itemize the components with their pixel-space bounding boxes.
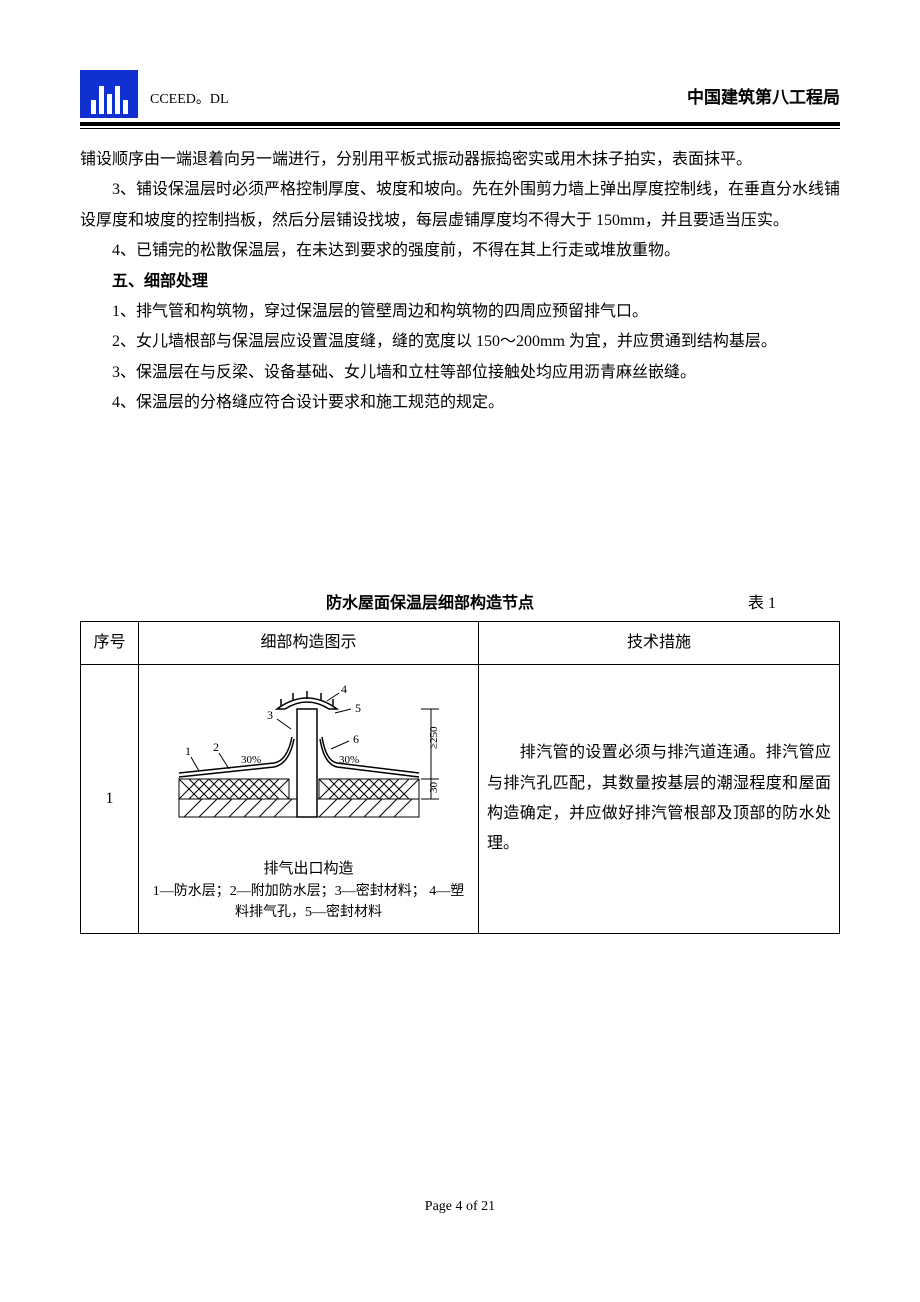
sec5-item-3: 3、保温层在与反梁、设备基础、女儿墙和立柱等部位接触处均应用沥青麻丝嵌缝。 [80, 358, 840, 388]
fig-label-2: 2 [213, 740, 219, 754]
para-3: 4、已铺完的松散保温层，在未达到要求的强度前，不得在其上行走或堆放重物。 [80, 236, 840, 266]
table-header-row: 序号 细部构造图示 技术措施 [81, 621, 840, 664]
cell-tech: 排汽管的设置必须与排汽道连通。排汽管应与排汽孔匹配，其数量按基层的潮湿程度和屋面… [479, 665, 840, 933]
fig-label-3: 3 [267, 708, 273, 722]
sec5-item-2: 2、女儿墙根部与保温层应设置温度缝，缝的宽度以 150～200mm 为宜，并应贯… [80, 327, 840, 357]
page-footer: Page 4 of 21 [80, 1194, 840, 1221]
fig-slope-right: 30% [339, 754, 359, 766]
fig-label-4: 4 [341, 682, 347, 696]
table-title-row: 防水屋面保温层细部构造节点 表 1 [80, 589, 840, 621]
detail-table: 序号 细部构造图示 技术措施 1 [80, 621, 840, 934]
table-label: 表 1 [545, 589, 836, 619]
sec5-item-1: 1、排气管和构筑物，穿过保温层的管壁周边和构筑物的四周应预留排气口。 [80, 297, 840, 327]
table-title: 防水屋面保温层细部构造节点 [315, 589, 546, 619]
page-header: CCEED。DL 中国建筑第八工程局 [80, 70, 840, 118]
th-fig: 细部构造图示 [139, 621, 479, 664]
fig-label-1: 1 [185, 744, 191, 758]
header-code: CCEED。DL [150, 87, 229, 118]
header-company: 中国建筑第八工程局 [687, 82, 840, 118]
sec5-item-4: 4、保温层的分格缝应符合设计要求和施工规范的规定。 [80, 388, 840, 418]
fig-label-5: 5 [355, 701, 361, 715]
figure-legend: 1—防水层；2—附加防水层；3—密封材料； 4—塑料排气孔，5—密封材料 [151, 881, 466, 923]
cell-figure: 1 2 3 4 5 6 30% 30% [139, 665, 479, 933]
body-text: 铺设顺序由一端退着向另一端进行，分别用平板式振动器振捣密实或用木抹子拍实，表面抹… [80, 145, 840, 419]
fig-dim-top: ≥250 [428, 726, 440, 749]
section-5-title: 五、细部处理 [80, 267, 840, 297]
vent-outlet-diagram: 1 2 3 4 5 6 30% 30% [159, 679, 459, 839]
header-rule-thin [80, 128, 840, 129]
para-1: 铺设顺序由一端退着向另一端进行，分别用平板式振动器振捣密实或用木抹子拍实，表面抹… [80, 145, 840, 175]
fig-label-6: 6 [353, 732, 359, 746]
figure-caption: 排气出口构造 [151, 857, 466, 881]
header-rule-thick [80, 122, 840, 126]
cell-seq: 1 [81, 665, 139, 933]
header-left: CCEED。DL [80, 70, 229, 118]
fig-slope-left: 30% [241, 754, 261, 766]
th-seq: 序号 [81, 621, 139, 664]
para-2: 3、铺设保温层时必须严格控制厚度、坡度和坡向。先在外围剪力墙上弹出厚度控制线，在… [80, 175, 840, 236]
company-logo-icon [80, 70, 138, 118]
fig-dim-bottom: 30 [428, 782, 440, 794]
th-tech: 技术措施 [479, 621, 840, 664]
table-row: 1 [81, 665, 840, 933]
